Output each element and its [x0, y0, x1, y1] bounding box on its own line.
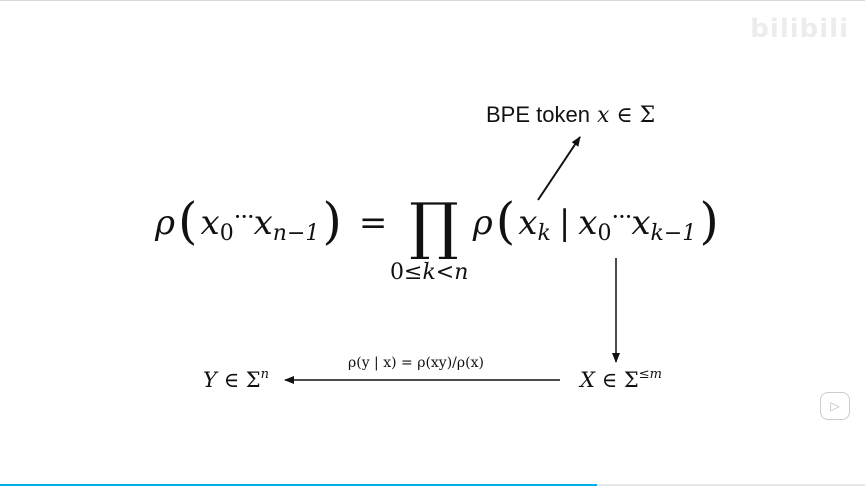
y-sup-n: n	[260, 367, 270, 382]
lhs-x0: x	[200, 203, 220, 243]
alphabet-symbol: Σ	[639, 103, 656, 128]
element-of-symbol: ∈	[616, 103, 633, 128]
rhs-xk: x	[518, 203, 538, 243]
bpe-token-label: BPE token	[486, 102, 590, 127]
limit-n: n	[454, 260, 469, 285]
arrow-to-bpe-token	[537, 136, 581, 201]
conditional-probability-label: ρ(y | x) = ρ(xy)/ρ(x)	[348, 355, 484, 371]
rhs-rho: ρ	[472, 203, 493, 243]
rhs-dots: ···	[611, 203, 632, 231]
rhs-open-paren: (	[495, 192, 516, 250]
product-symbol: ∏	[409, 189, 459, 262]
rhs-sub-k: k	[537, 220, 551, 246]
conditional-bar: |	[558, 203, 571, 243]
x-in-sigma-le-m: X ∈ Σ≤m	[580, 367, 662, 392]
progress-bar[interactable]	[0, 484, 865, 486]
progress-fill	[0, 484, 597, 486]
lhs-open-paren: (	[178, 192, 198, 250]
rhs-sub-0: 0	[597, 220, 612, 246]
limit-lower: 0≤	[390, 260, 423, 285]
equals-sign: =	[358, 203, 388, 243]
lhs-rho: ρ	[155, 203, 175, 243]
lhs-dots: ···	[233, 203, 255, 231]
y-in-sigma-n: Y ∈ Σn	[203, 367, 270, 392]
top-border	[0, 0, 865, 1]
play-icon: ▷	[830, 399, 840, 413]
lhs-sub-0: 0	[219, 220, 234, 246]
x-sigma: Σ	[623, 368, 639, 392]
bilibili-watermark-logo: bilibili	[750, 14, 849, 44]
lhs-xn: x	[253, 203, 273, 243]
y-element-of: ∈	[223, 368, 240, 392]
rhs-xk1: x	[631, 203, 651, 243]
play-button[interactable]: ▷	[820, 392, 850, 420]
product-limits: 0≤k<n	[390, 260, 468, 285]
y-sigma: Σ	[245, 368, 261, 392]
limit-k: k	[422, 260, 436, 285]
y-variable: Y	[203, 368, 217, 392]
limit-lt: <	[435, 260, 455, 285]
x-variable: X	[580, 368, 595, 392]
lhs-close-paren: )	[322, 192, 342, 250]
lhs-sub-n-1: n−1	[272, 220, 320, 246]
rhs-close-paren: )	[699, 192, 719, 250]
x-element-of: ∈	[601, 368, 618, 392]
bpe-token-annotation: BPE token x ∈ Σ	[486, 102, 655, 128]
rhs-sub-k-1: k−1	[650, 220, 697, 246]
rhs-x0: x	[578, 203, 598, 243]
token-variable: x	[596, 103, 610, 128]
channel-watermark: …	[758, 24, 770, 38]
x-sup-le-m: ≤m	[638, 367, 662, 382]
